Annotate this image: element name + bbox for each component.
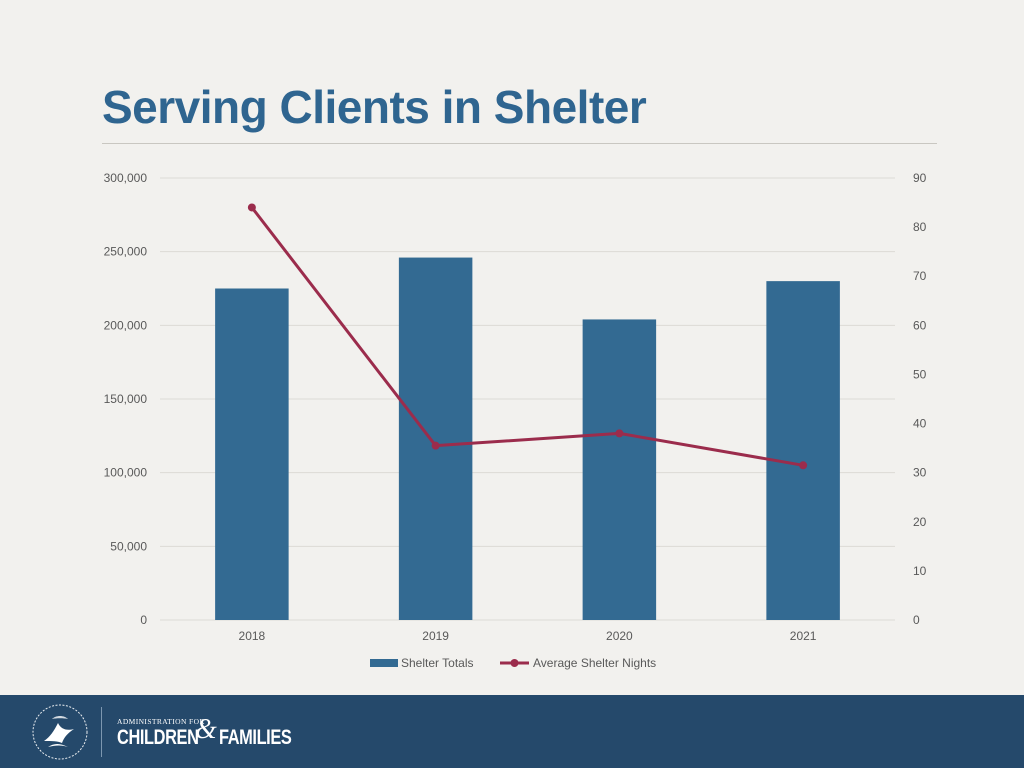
legend-swatch-shelter-totals xyxy=(370,659,398,667)
right-axis-tick-label: 10 xyxy=(913,564,927,578)
x-axis-tick-label: 2020 xyxy=(606,629,633,643)
bar-2018 xyxy=(215,288,289,620)
left-axis-tick-label: 300,000 xyxy=(104,171,148,185)
right-axis-tick-label: 70 xyxy=(913,269,927,283)
left-axis-tick-label: 250,000 xyxy=(104,245,148,259)
right-axis-tick-label: 0 xyxy=(913,613,920,627)
bar-2020 xyxy=(582,319,657,620)
legend: Shelter Totals Average Shelter Nights xyxy=(370,656,656,670)
left-axis-tick-label: 0 xyxy=(140,613,147,627)
legend-label-average-nights: Average Shelter Nights xyxy=(533,656,656,670)
right-axis-tick-label: 30 xyxy=(913,466,927,480)
footer-divider xyxy=(101,707,102,757)
x-axis-tick-label: 2019 xyxy=(422,629,449,643)
x-axis-tick-label: 2021 xyxy=(790,629,817,643)
right-axis-tick-label: 90 xyxy=(913,171,927,185)
hhs-eagle-seal-icon xyxy=(32,704,88,760)
bar-2019 xyxy=(398,257,473,620)
legend-marker-average-nights xyxy=(510,659,519,667)
right-axis-tick-label: 50 xyxy=(913,367,927,381)
x-axis-tick-label: 2018 xyxy=(239,629,266,643)
brand-ampersand: & xyxy=(195,714,217,745)
left-axis-tick-label: 50,000 xyxy=(110,539,147,553)
right-axis-tick-label: 20 xyxy=(913,515,927,529)
line-point-2021 xyxy=(799,461,808,470)
footer-admin-line: Administration for xyxy=(117,717,205,726)
title-divider xyxy=(102,143,937,144)
brand-children: CHILDREN xyxy=(117,726,199,749)
right-axis-tick-label: 40 xyxy=(913,417,927,431)
x-axis-ticks: 2018 2019 2020 2021 xyxy=(239,629,817,643)
line-point-2019 xyxy=(431,441,440,450)
bar-2021 xyxy=(766,281,840,620)
left-axis-tick-label: 200,000 xyxy=(104,318,148,332)
left-axis-ticks: 300,000 250,000 200,000 150,000 100,000 50,00… xyxy=(104,171,148,627)
footer-brand-logo: CHILDREN& FAMILIES xyxy=(117,716,299,750)
bar-series-shelter-totals xyxy=(215,257,840,620)
footer-bar: Administration for CHILDREN& FAMILIES xyxy=(0,695,1024,768)
left-axis-tick-label: 150,000 xyxy=(104,392,148,406)
left-axis-tick-label: 100,000 xyxy=(104,466,148,480)
right-axis-tick-label: 80 xyxy=(913,220,927,234)
slide-title: Serving Clients in Shelter xyxy=(102,81,647,133)
right-axis-tick-label: 60 xyxy=(913,318,927,332)
line-point-2020 xyxy=(615,429,624,438)
brand-families: FAMILIES xyxy=(219,726,292,749)
legend-label-shelter-totals: Shelter Totals xyxy=(401,656,474,670)
average-nights-line xyxy=(250,206,804,467)
line-point-2018 xyxy=(247,203,256,212)
line-series-average-shelter-nights xyxy=(247,203,808,470)
right-axis-ticks: 90 80 70 60 50 40 30 20 10 0 xyxy=(913,171,927,627)
combo-chart: 300,000 250,000 200,000 150,000 100,000 50,00… xyxy=(104,171,927,670)
